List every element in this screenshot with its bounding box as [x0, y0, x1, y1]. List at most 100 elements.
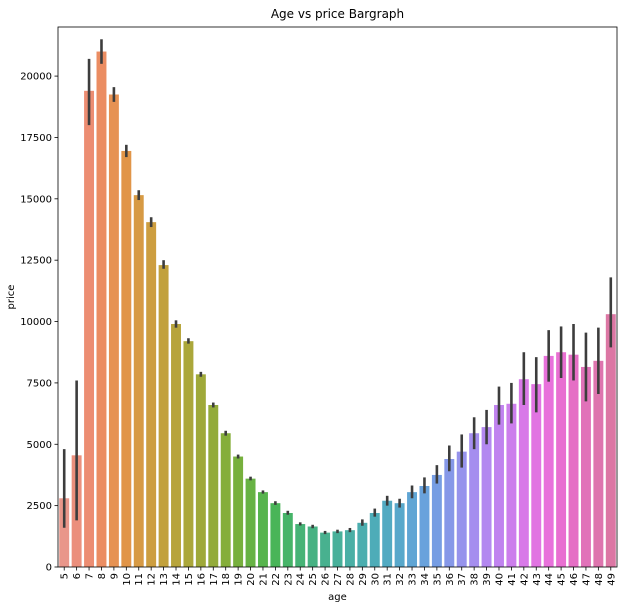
x-tick-label: 33 — [408, 573, 419, 586]
x-tick-label: 38 — [470, 573, 481, 586]
x-tick-label: 31 — [383, 573, 394, 586]
x-tick-label: 42 — [519, 573, 530, 586]
bar-age-45 — [556, 352, 567, 567]
x-tick-label: 30 — [370, 573, 381, 586]
bar-age-10 — [121, 150, 132, 568]
x-tick-label: 28 — [345, 573, 356, 586]
bar-age-43 — [531, 384, 542, 567]
x-tick-label: 6 — [72, 573, 83, 579]
x-tick-label: 5 — [60, 573, 71, 579]
x-tick-label: 40 — [494, 573, 505, 586]
x-tick-label: 49 — [606, 573, 617, 586]
bar-age-21 — [257, 492, 268, 567]
x-tick-label: 15 — [184, 573, 195, 586]
bar-age-17 — [208, 405, 219, 567]
x-tick-label: 21 — [258, 573, 269, 586]
x-tick-label: 24 — [296, 573, 307, 586]
bar-age-18 — [220, 433, 231, 567]
bar-age-34 — [419, 486, 430, 567]
x-tick-label: 11 — [134, 573, 145, 586]
x-tick-label: 8 — [97, 573, 108, 579]
bar-age-28 — [344, 530, 355, 567]
x-tick-label: 46 — [569, 573, 580, 586]
bar-age-39 — [481, 427, 492, 567]
x-tick-label: 13 — [159, 573, 170, 586]
x-tick-label: 23 — [283, 573, 294, 586]
x-tick-label: 26 — [321, 573, 332, 586]
x-tick-label: 9 — [109, 573, 120, 579]
x-tick-label: 14 — [172, 573, 183, 586]
x-tick-label: 32 — [395, 573, 406, 586]
bar-age-44 — [543, 355, 554, 567]
x-axis-label: age — [328, 592, 347, 603]
bar-age-46 — [568, 354, 579, 567]
bar-age-40 — [494, 405, 504, 567]
x-tick-label: 44 — [544, 573, 555, 586]
x-tick-label: 17 — [209, 573, 220, 586]
bar-age-24 — [295, 524, 306, 567]
bar-age-33 — [407, 492, 418, 567]
bar-age-12 — [146, 222, 157, 568]
y-tick-label: 7500 — [27, 378, 52, 389]
y-tick-label: 2500 — [27, 501, 52, 512]
bar-age-26 — [320, 532, 331, 567]
bar-age-7 — [84, 90, 95, 568]
x-axis: 5 6 7 8 9 10 11 12 13 14 15 16 17 18 19 20 21 22 23 24 25 26 2… — [60, 567, 617, 586]
bar-age-29 — [357, 522, 368, 567]
y-tick-label: 0 — [46, 563, 52, 574]
y-tick-label: 17500 — [20, 133, 52, 144]
bar-age-15 — [183, 341, 194, 567]
bar-age-36 — [444, 459, 455, 567]
bar-age-30 — [369, 513, 380, 567]
bar-age-23 — [282, 513, 293, 567]
bar-age-47 — [580, 366, 591, 567]
x-tick-label: 47 — [581, 573, 592, 586]
bar-age-38 — [469, 433, 480, 567]
bar-age-48 — [593, 360, 604, 567]
bar-age-14 — [171, 324, 181, 567]
bar-age-32 — [394, 503, 405, 567]
x-tick-label: 41 — [507, 573, 518, 586]
y-axis-label: price — [6, 285, 17, 310]
x-tick-label: 48 — [594, 573, 605, 586]
x-tick-label: 27 — [333, 573, 344, 586]
plot-area — [59, 39, 616, 568]
chart-title: Age vs price Bargraph — [271, 7, 404, 21]
y-tick-label: 20000 — [20, 72, 52, 83]
x-tick-label: 37 — [457, 573, 468, 586]
x-tick-label: 18 — [221, 573, 232, 586]
x-tick-label: 16 — [196, 573, 207, 586]
bar-age-20 — [245, 478, 256, 567]
x-tick-label: 19 — [234, 573, 245, 586]
bar-age-31 — [382, 500, 393, 567]
y-tick-label: 12500 — [20, 256, 52, 267]
x-tick-label: 45 — [557, 573, 568, 586]
bar-age-19 — [233, 456, 244, 567]
bar-age-27 — [332, 531, 343, 567]
bar-age-42 — [518, 379, 529, 567]
bar-age-41 — [506, 403, 517, 567]
x-tick-label: 35 — [432, 573, 443, 586]
bar-age-11 — [133, 195, 144, 568]
bar-age-37 — [456, 451, 467, 567]
bar-age-25 — [307, 526, 318, 567]
bar-age-8 — [96, 51, 107, 567]
y-tick-label: 15000 — [20, 194, 52, 205]
x-tick-label: 29 — [358, 573, 369, 586]
x-tick-label: 36 — [445, 573, 456, 586]
bar-age-22 — [270, 503, 281, 567]
bar-age-5 — [59, 498, 70, 567]
x-tick-label: 39 — [482, 573, 493, 586]
x-tick-label: 43 — [532, 573, 543, 586]
x-tick-label: 20 — [246, 573, 257, 586]
x-tick-label: 25 — [308, 573, 319, 586]
y-tick-label: 10000 — [20, 317, 52, 328]
y-axis: 0 2500 5000 7500 10000 12500 15000 17500 20000 — [20, 72, 58, 574]
x-tick-label: 34 — [420, 573, 431, 586]
bar-age-49 — [605, 314, 616, 567]
plot-frame — [57, 26, 618, 568]
x-tick-label: 22 — [271, 573, 282, 586]
bar-age-35 — [431, 474, 442, 567]
x-tick-label: 12 — [147, 573, 158, 586]
bar-age-16 — [195, 374, 206, 567]
